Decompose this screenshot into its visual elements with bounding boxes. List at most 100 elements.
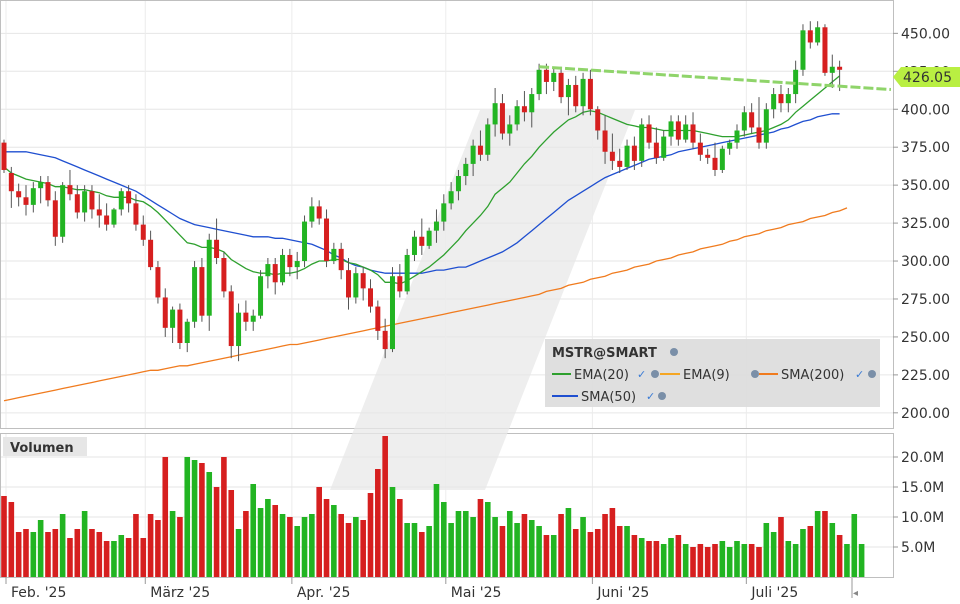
legend-ema20-label: EMA(20) xyxy=(574,368,629,383)
volume-bar xyxy=(734,541,740,577)
candle-body xyxy=(485,124,491,155)
candle xyxy=(448,182,454,210)
candle xyxy=(426,227,432,249)
candle-body xyxy=(617,160,623,167)
legend-ema20-check-icon[interactable]: ✓ xyxy=(637,368,646,381)
legend-sma200-check-icon[interactable]: ✓ xyxy=(855,368,864,381)
candle-body xyxy=(199,267,205,316)
candle xyxy=(683,115,689,143)
volume-bar xyxy=(770,532,777,577)
volume-bar xyxy=(624,526,630,577)
candle-body xyxy=(258,276,264,316)
volume-bar xyxy=(213,487,220,577)
legend-ema20-settings-icon[interactable] xyxy=(651,370,659,378)
candle-body xyxy=(543,69,549,82)
candle xyxy=(565,78,571,116)
candle xyxy=(170,306,176,343)
legend-sma200-settings-icon[interactable] xyxy=(868,370,876,378)
candle xyxy=(214,218,220,265)
candle-body xyxy=(668,121,674,137)
legend-title-settings-icon[interactable] xyxy=(670,348,678,356)
watermark-logo xyxy=(330,110,635,490)
candle xyxy=(492,88,498,137)
volume-bar xyxy=(235,529,242,577)
candle xyxy=(646,115,652,149)
candle xyxy=(236,303,242,362)
candle-body xyxy=(162,297,168,328)
candle-body xyxy=(573,84,579,107)
candle-body xyxy=(177,309,183,343)
volume-bar xyxy=(199,463,205,577)
candle xyxy=(712,142,718,177)
scroll-handle[interactable]: ◂ xyxy=(851,578,858,599)
candle-body xyxy=(433,221,439,231)
candle-body xyxy=(111,209,117,225)
volume-axis: 20.0M 15.0M 10.0M 5.0M xyxy=(893,450,944,556)
volume-bar xyxy=(792,544,799,577)
candle-body xyxy=(148,239,154,268)
volume-bar xyxy=(441,502,447,577)
last-price-label: 426.05 xyxy=(893,67,960,87)
candle-body xyxy=(455,176,461,192)
volume-bar xyxy=(45,532,51,577)
candle-body xyxy=(631,145,637,161)
candle xyxy=(404,248,410,295)
volume-bar xyxy=(565,508,572,577)
volume-bar xyxy=(309,514,315,577)
candle xyxy=(807,21,813,49)
candle-body xyxy=(302,221,308,262)
candle xyxy=(800,24,806,76)
candle-body xyxy=(280,254,286,283)
candle xyxy=(653,127,659,164)
volume-bar xyxy=(506,511,513,577)
candle xyxy=(441,194,447,231)
volume-bar xyxy=(177,517,183,577)
x-tick-label: Apr. '25 xyxy=(297,585,351,600)
candle-body xyxy=(45,182,51,201)
volume-bar xyxy=(1,496,7,577)
volume-bar xyxy=(59,514,66,577)
volume-bar xyxy=(470,517,476,577)
candle xyxy=(353,267,359,304)
candle xyxy=(389,267,395,353)
volume-bar xyxy=(704,547,711,577)
candle xyxy=(631,136,637,170)
legend-sma50-settings-icon[interactable] xyxy=(658,392,666,400)
candle-body xyxy=(389,276,395,350)
volume-bar xyxy=(294,526,300,577)
candle xyxy=(397,264,403,298)
candle xyxy=(199,258,205,322)
volume-bar xyxy=(155,520,161,577)
volume-bar xyxy=(807,526,814,577)
ema20-line xyxy=(3,75,841,285)
candle xyxy=(771,88,777,119)
candle xyxy=(609,133,615,170)
legend-sma50-check-icon[interactable]: ✓ xyxy=(646,390,655,403)
candle xyxy=(580,72,586,116)
candle xyxy=(331,242,337,265)
volume-bar xyxy=(528,520,535,577)
candle xyxy=(815,21,821,46)
volume-bar xyxy=(550,535,557,577)
volume-bar xyxy=(228,490,235,577)
candle-body xyxy=(89,191,95,210)
volume-bar xyxy=(660,544,667,577)
legend-ema9-settings-icon[interactable] xyxy=(751,370,759,378)
candle-body xyxy=(96,209,102,216)
candle xyxy=(455,169,461,201)
candle xyxy=(265,258,271,289)
candle-body xyxy=(368,288,373,307)
y-tick-label: 300.00 xyxy=(901,254,950,270)
candle-body xyxy=(52,200,58,237)
candle-body xyxy=(441,203,447,222)
candle xyxy=(60,182,66,243)
trendline xyxy=(538,65,892,92)
vol-tick-label: 10.0M xyxy=(901,510,944,526)
volume-bar xyxy=(433,484,440,577)
candle-body xyxy=(602,130,608,152)
y-tick-label: 200.00 xyxy=(901,406,950,422)
candle xyxy=(45,176,51,207)
candle-body xyxy=(243,312,249,322)
candle xyxy=(507,115,513,146)
